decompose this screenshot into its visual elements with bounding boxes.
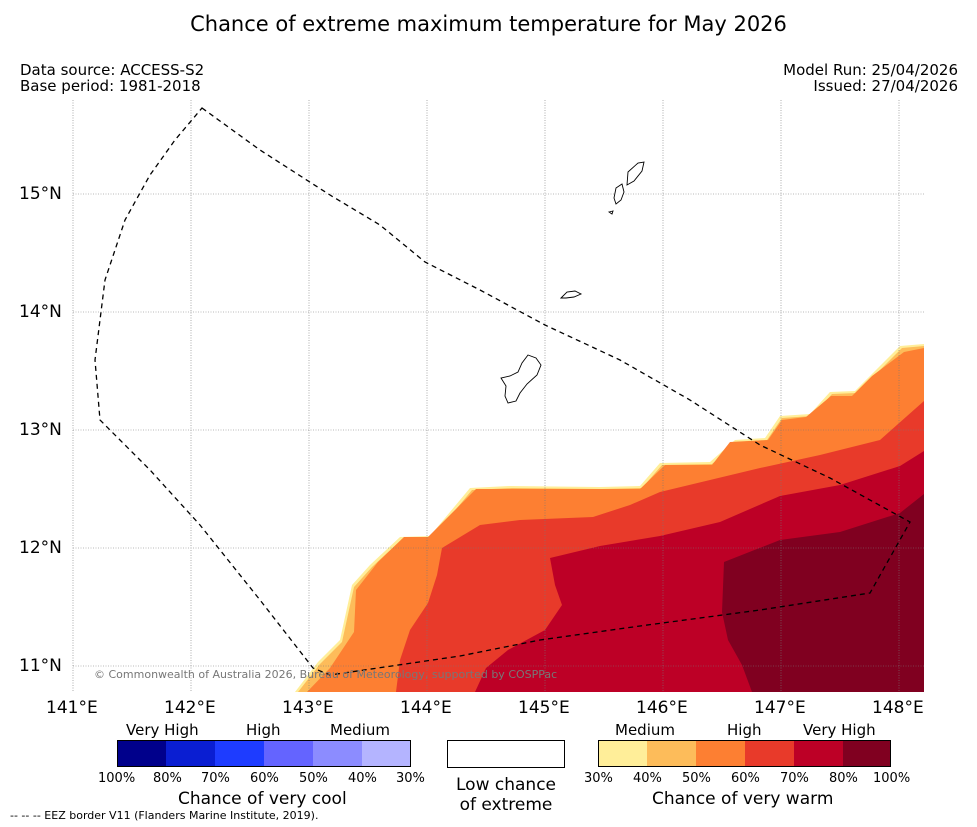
cool-tick-60: 60% <box>250 771 279 786</box>
neutral-caption-line2: of extreme <box>459 795 553 815</box>
warm-category-high: High <box>727 721 762 739</box>
cool-swatch-60-70 <box>215 740 264 767</box>
warm-tick-70: 70% <box>780 771 809 786</box>
cool-swatch-80-100 <box>117 740 166 767</box>
lat-label-15n: 15°N <box>19 184 62 204</box>
neutral-swatch <box>447 740 565 768</box>
lon-label-145e: 145°E <box>518 698 570 718</box>
copyright-notice: © Commonwealth of Australia 2026, Bureau… <box>94 668 558 681</box>
warm-caption: Chance of very warm <box>652 789 834 809</box>
cool-tick-100: 100% <box>98 771 136 786</box>
neutral-caption-line1: Low chance <box>456 775 556 795</box>
warm-swatch-70-80 <box>794 740 843 767</box>
lon-label-143e: 143°E <box>282 698 334 718</box>
lon-label-142e: 142°E <box>164 698 216 718</box>
cool-swatch-70-80 <box>166 740 215 767</box>
warm-category-medium: Medium <box>615 721 675 739</box>
island-guam <box>500 354 542 404</box>
warm-swatch-50-60 <box>696 740 745 767</box>
cool-swatch-30-40 <box>362 740 411 767</box>
cool-tick-30: 30% <box>396 771 425 786</box>
lon-label-147e: 147°E <box>754 698 806 718</box>
lon-label-141e: 141°E <box>46 698 98 718</box>
cool-swatch-50-60 <box>264 740 313 767</box>
eez-footer-note: -- -- -- EEZ border V11 (Flanders Marine… <box>10 809 319 822</box>
cool-tick-70: 70% <box>201 771 230 786</box>
warm-swatch-60-70 <box>745 740 794 767</box>
cool-category-very-high: Very High <box>126 721 199 739</box>
warm-tick-50: 50% <box>682 771 711 786</box>
probability-shading <box>295 344 924 692</box>
warm-tick-40: 40% <box>633 771 662 786</box>
island-saipan <box>626 161 645 186</box>
lon-label-144e: 144°E <box>400 698 452 718</box>
cool-tick-80: 80% <box>153 771 182 786</box>
cool-category-high: High <box>246 721 281 739</box>
warm-category-very-high: Very High <box>803 721 876 739</box>
cool-tick-50: 50% <box>299 771 328 786</box>
islands <box>500 161 645 404</box>
lon-label-146e: 146°E <box>636 698 688 718</box>
warm-tick-30: 30% <box>584 771 613 786</box>
page-title: Chance of extreme maximum temperature fo… <box>190 12 787 36</box>
graticule <box>72 100 924 692</box>
island-rota <box>559 290 583 299</box>
warm-colorbar-frame <box>598 740 891 767</box>
base-period-text: Base period: 1981-2018 <box>20 77 201 95</box>
warm-tick-100: 100% <box>873 771 911 786</box>
island-aguijan <box>607 210 614 215</box>
warm-region-80pct <box>722 494 924 692</box>
island-tinian <box>613 183 625 205</box>
cool-category-medium: Medium <box>330 721 390 739</box>
warm-swatch-80-100 <box>843 740 891 767</box>
cool-caption: Chance of very cool <box>178 789 347 809</box>
data-source-text: Data source: ACCESS-S2 <box>20 61 205 79</box>
warm-swatch-40-50 <box>647 740 696 767</box>
warm-tick-80: 80% <box>829 771 858 786</box>
cool-colorbar-frame <box>117 740 411 767</box>
lat-label-13n: 13°N <box>19 420 62 440</box>
issued-text: Issued: 27/04/2026 <box>813 77 958 95</box>
lat-label-14n: 14°N <box>19 302 62 322</box>
cool-tick-40: 40% <box>348 771 377 786</box>
lat-label-11n: 11°N <box>19 656 62 676</box>
lon-label-148e: 148°E <box>872 698 924 718</box>
warm-swatch-30-40 <box>598 740 647 767</box>
model-run-text: Model Run: 25/04/2026 <box>783 61 958 79</box>
eez-border <box>94 107 911 676</box>
lat-label-12n: 12°N <box>19 538 62 558</box>
warm-tick-60: 60% <box>731 771 760 786</box>
cool-swatch-40-50 <box>313 740 362 767</box>
